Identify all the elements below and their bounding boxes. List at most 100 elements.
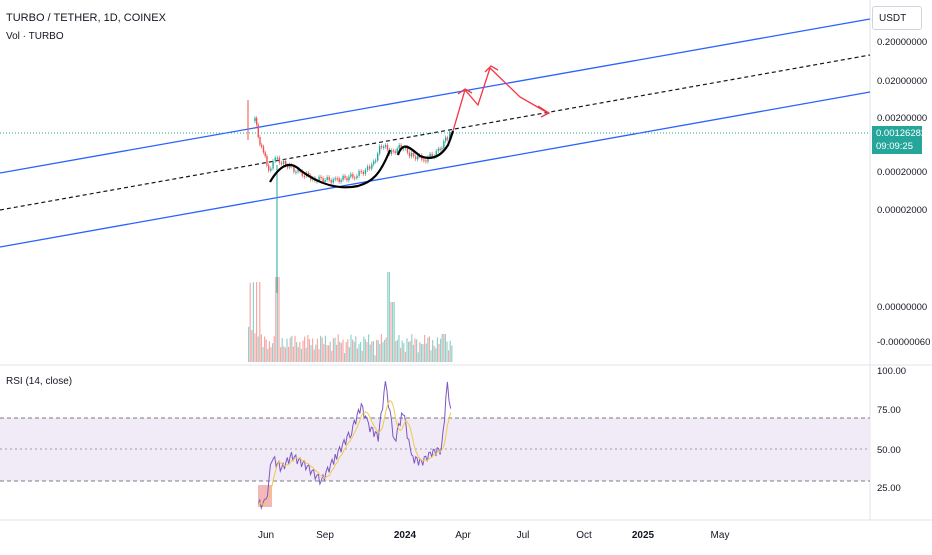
channel-upper-line xyxy=(0,18,871,174)
volume-bar xyxy=(417,352,419,362)
time-axis-tick: 2024 xyxy=(394,530,417,541)
volume-bar xyxy=(369,344,371,362)
volume-bars xyxy=(248,272,453,362)
volume-bar xyxy=(276,277,278,362)
volume-bar xyxy=(416,339,418,362)
projection-arrowhead-1 xyxy=(457,88,473,95)
volume-bar xyxy=(313,349,315,362)
volume-bar xyxy=(443,334,445,362)
time-axis-tick: 2025 xyxy=(632,530,655,541)
volume-bar xyxy=(337,334,339,362)
price-axis-tick: 0.00020000 xyxy=(877,167,927,178)
volume-bar xyxy=(376,339,378,362)
volume-bar xyxy=(260,334,262,362)
volume-bar xyxy=(401,340,403,362)
price-candles xyxy=(247,100,451,293)
volume-bar xyxy=(265,339,267,362)
price-axis-tick: 0.02000000 xyxy=(877,76,927,87)
volume-bar xyxy=(302,340,304,362)
volume-bar xyxy=(294,335,296,362)
volume-bar xyxy=(339,341,341,362)
volume-axis-tick: -0.00000060 xyxy=(877,337,930,348)
volume-bar xyxy=(396,339,398,362)
volume-bar xyxy=(366,342,368,362)
current-price-tag: 0.00126282 09:09:25 xyxy=(872,126,926,154)
volume-bar xyxy=(315,344,317,362)
volume-bar xyxy=(409,341,411,362)
volume-bar xyxy=(316,338,318,362)
volume-bar xyxy=(284,347,286,362)
volume-bar xyxy=(384,339,386,362)
volume-bar xyxy=(395,341,397,362)
volume-bar xyxy=(411,334,413,362)
volume-bar xyxy=(259,282,261,362)
volume-bar xyxy=(297,346,299,362)
volume-bar xyxy=(390,302,392,362)
rsi-axis-tick: 25.00 xyxy=(877,483,901,494)
volume-bar xyxy=(344,352,346,362)
volume-bar xyxy=(419,342,421,362)
volume-bar xyxy=(432,339,434,362)
rsi-indicator-label[interactable]: RSI (14, close) xyxy=(6,376,73,387)
volume-bar xyxy=(449,340,451,362)
volume-bar xyxy=(321,337,323,362)
volume-bar xyxy=(304,336,306,362)
volume-bar xyxy=(428,336,430,362)
volume-bar xyxy=(440,338,442,362)
volume-bar xyxy=(273,336,275,362)
volume-bar xyxy=(408,341,410,362)
rsi-signal-line xyxy=(257,399,452,505)
volume-bar xyxy=(251,330,253,362)
volume-bar xyxy=(348,347,350,362)
volume-bar xyxy=(320,335,322,362)
price-axis-tick: 0.00002000 xyxy=(877,205,927,216)
volume-bar xyxy=(371,341,373,362)
cup-curve xyxy=(269,149,392,189)
volume-bar xyxy=(307,334,309,362)
volume-bar xyxy=(361,350,363,362)
volume-bar xyxy=(422,344,424,362)
volume-bar xyxy=(278,277,280,362)
rsi-axis-tick: 75.00 xyxy=(877,405,901,416)
volume-bar xyxy=(427,337,429,362)
volume-bar xyxy=(406,338,408,362)
volume-bar xyxy=(257,336,259,362)
volume-bar xyxy=(291,335,293,362)
volume-bar xyxy=(289,337,291,362)
volume-bar xyxy=(256,282,258,362)
volume-bar xyxy=(281,338,283,362)
volume-bar xyxy=(286,338,288,362)
volume-bar xyxy=(347,339,349,362)
volume-bar xyxy=(372,341,374,362)
volume-bar xyxy=(436,337,438,362)
volume-bar xyxy=(448,350,450,362)
volume-indicator-label[interactable]: Vol · TURBO xyxy=(6,31,64,42)
time-axis-tick: Sep xyxy=(316,530,334,541)
volume-bar xyxy=(345,342,347,362)
volume-bar xyxy=(374,355,376,362)
handle-curve xyxy=(396,130,455,159)
price-axis-tick: 0.00200000 xyxy=(877,113,927,124)
volume-bar xyxy=(264,336,266,362)
volume-bar xyxy=(377,340,379,362)
volume-bar xyxy=(312,338,314,362)
volume-bar xyxy=(404,351,406,362)
volume-bar xyxy=(360,341,362,362)
volume-bar xyxy=(334,337,336,362)
volume-bar xyxy=(283,346,285,362)
volume-bar xyxy=(355,336,357,362)
rsi-line xyxy=(257,381,452,510)
volume-bar xyxy=(305,347,307,362)
projection-arrowhead-2 xyxy=(484,65,499,73)
volume-bar xyxy=(326,345,328,362)
symbol-title[interactable]: TURBO / TETHER, 1D, COINEX xyxy=(6,12,166,24)
volume-bar xyxy=(323,344,325,362)
volume-bar xyxy=(403,343,405,362)
volume-bar xyxy=(364,339,366,362)
volume-bar xyxy=(252,282,254,362)
currency-selector[interactable]: USDT xyxy=(872,6,922,30)
volume-bar xyxy=(380,334,382,362)
volume-bar xyxy=(438,343,440,362)
volume-bar xyxy=(310,344,312,362)
